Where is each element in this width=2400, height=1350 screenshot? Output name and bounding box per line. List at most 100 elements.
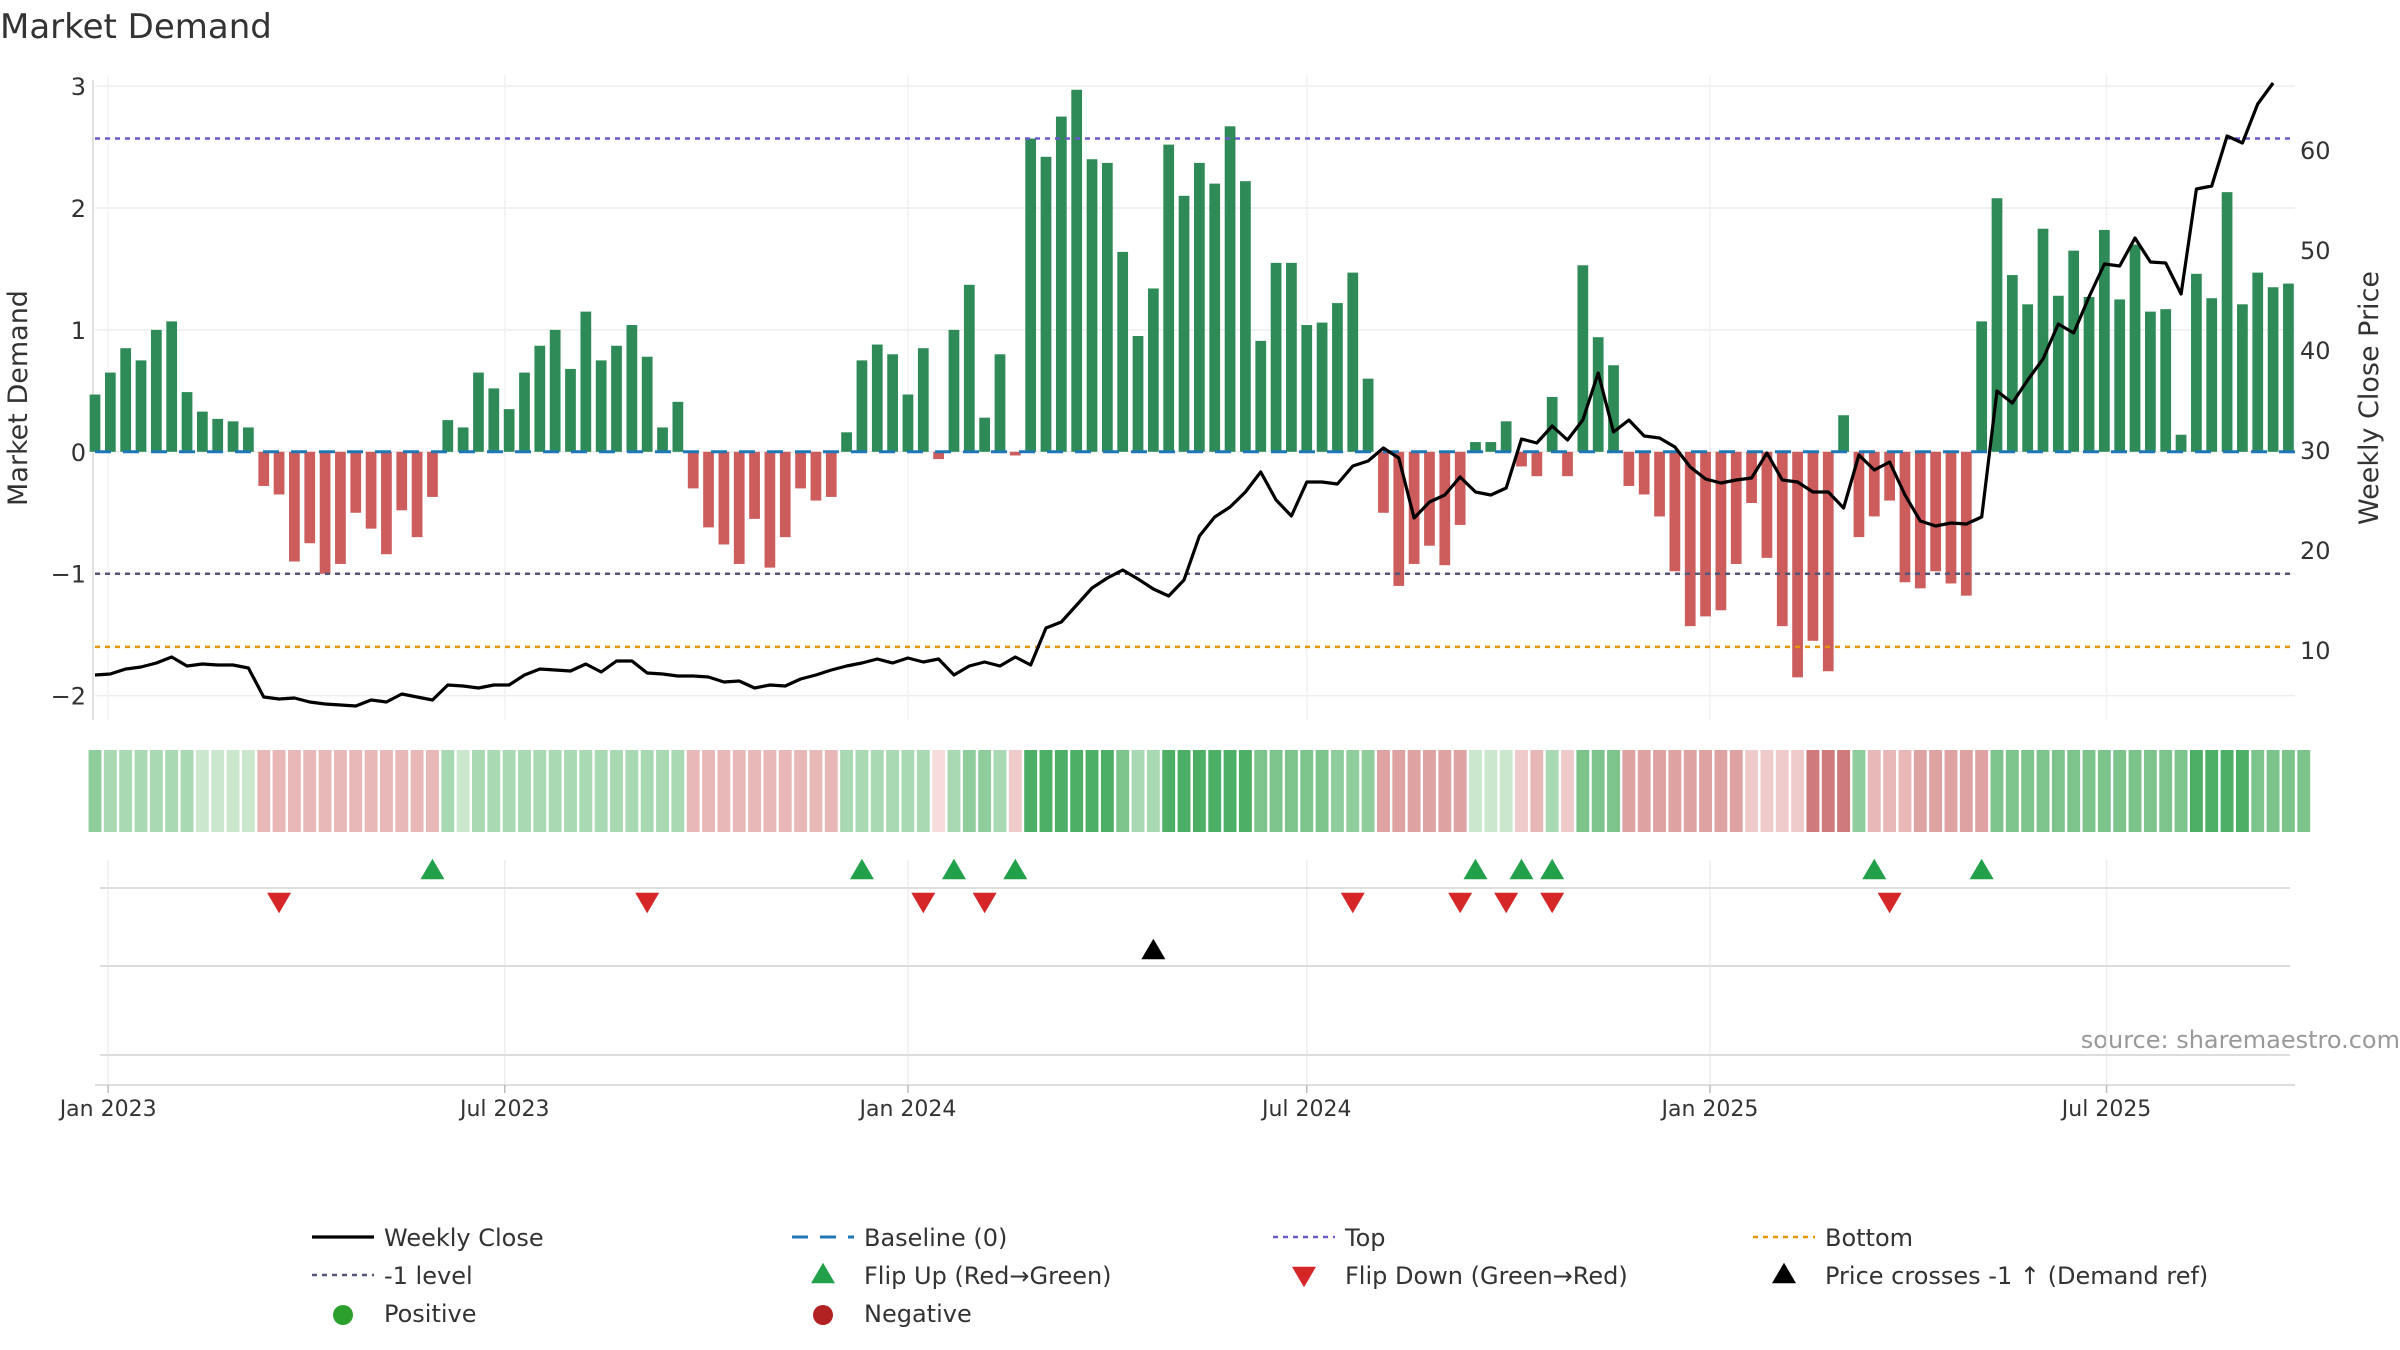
strip-cell: [1530, 750, 1544, 832]
demand-bar: [994, 354, 1006, 452]
strip-cell: [656, 750, 669, 832]
demand-bar: [503, 409, 515, 452]
demand-bar: [2267, 287, 2279, 452]
demand-bar: [488, 388, 500, 452]
strip-cell: [978, 750, 992, 832]
demand-bar: [672, 401, 684, 452]
strip-cell: [2266, 750, 2280, 832]
legend-label: Negative: [864, 1300, 972, 1328]
strip-cell: [119, 750, 133, 832]
x-axis: Jan 2023 Jul 2023 Jan 2024 Jul 2024 Jan 2025…: [58, 1085, 2151, 1122]
demand-bar: [1546, 396, 1558, 452]
demand-bar: [1040, 156, 1052, 452]
legend-label: Positive: [384, 1300, 477, 1328]
bars-layer: [89, 89, 2294, 678]
strip-cell: [1499, 750, 1513, 832]
strip-cell: [1791, 750, 1805, 832]
demand-bar: [1976, 321, 1988, 452]
legend-label: Top: [1344, 1224, 1386, 1252]
y2-tick-label: 30: [2300, 437, 2331, 465]
strip-cell: [441, 750, 455, 832]
source-label: source: sharemaestro.com: [2081, 1026, 2400, 1054]
demand-bar: [1454, 451, 1466, 525]
event-tracks: [95, 858, 2295, 1086]
demand-bar: [1884, 451, 1895, 501]
strip-cell: [257, 750, 271, 832]
flip-up-marker: [1540, 858, 1565, 880]
strip-cell: [886, 750, 900, 832]
strip-cell: [2067, 750, 2081, 832]
demand-bar: [1147, 288, 1159, 452]
demand-bar: [2206, 298, 2218, 452]
flip-up-marker: [941, 858, 966, 880]
demand-bar: [963, 284, 975, 452]
demand-bar: [1194, 162, 1205, 452]
demand-bar: [2221, 192, 2233, 452]
flip-down-marker: [1540, 892, 1565, 914]
demand-bar: [2006, 275, 2018, 452]
strip-cell: [809, 750, 823, 832]
legend-label: -1 level: [384, 1262, 473, 1290]
strip-cell: [855, 750, 869, 832]
strip-cell: [2143, 750, 2157, 832]
demand-bar: [948, 329, 960, 452]
demand-bar: [1255, 340, 1267, 452]
legend-item-flip-down: Flip Down (Green→Red): [1292, 1262, 1628, 1290]
demand-bar: [933, 451, 944, 460]
strip-cell: [1469, 750, 1482, 832]
strip-cell: [1192, 750, 1206, 832]
demand-bar: [1362, 378, 1374, 452]
strip-cell: [1683, 750, 1697, 832]
demand-bar: [381, 451, 392, 555]
flip-up-marker: [1463, 858, 1488, 880]
legend-label: Price crosses -1 ↑ (Demand ref): [1825, 1262, 2208, 1290]
strip-cell: [1883, 750, 1897, 832]
strip-cell: [349, 750, 363, 832]
y2-axis: 60 50 40 30 20 10: [2300, 137, 2331, 665]
strip-cell: [962, 750, 976, 832]
strip-cell: [610, 750, 623, 832]
demand-bar: [1868, 451, 1880, 517]
strip-cell: [1975, 750, 1989, 832]
demand-bar: [1393, 451, 1405, 586]
y-tick-label: 0: [71, 439, 86, 467]
legend-item-top: Top: [1273, 1224, 1386, 1252]
demand-bar: [2237, 304, 2248, 452]
legend-item-minus-one: -1 level: [312, 1262, 473, 1290]
demand-bar: [2283, 283, 2294, 452]
y-axis: 3 2 1 0 −1 −2: [51, 73, 86, 711]
strip-cell: [1760, 750, 1774, 832]
demand-bar: [1009, 451, 1021, 456]
strip-cell: [2005, 750, 2019, 832]
strip-cell: [318, 750, 332, 832]
demand-bar: [2252, 272, 2264, 452]
demand-bar: [2175, 434, 2187, 452]
strip-cell: [1913, 750, 1927, 832]
demand-bar: [856, 360, 868, 452]
demand-bar: [350, 451, 362, 513]
strip-cell: [165, 750, 179, 832]
demand-bar: [2145, 311, 2156, 452]
strip-cell: [1346, 750, 1360, 832]
strip-cell: [1223, 750, 1237, 832]
demand-bar: [335, 451, 346, 564]
strip-cell: [1269, 750, 1283, 832]
strip-cell: [824, 750, 838, 832]
demand-bar: [1715, 451, 1727, 611]
legend-item-baseline: Baseline (0): [792, 1224, 1007, 1252]
strip-cell: [88, 750, 102, 832]
strip-cell: [1653, 750, 1666, 832]
strip-cell: [287, 750, 301, 832]
demand-bar: [1608, 365, 1619, 452]
legend-label: Baseline (0): [864, 1224, 1007, 1252]
demand-bar: [243, 427, 254, 452]
flip-up-marker: [1003, 858, 1028, 880]
strip-cell: [379, 750, 393, 832]
demand-bar: [1945, 451, 1957, 584]
legend-item-bottom: Bottom: [1753, 1224, 1913, 1252]
strip-cell: [518, 750, 531, 832]
reference-lines: [95, 137, 2295, 649]
strip-cell: [195, 750, 209, 832]
strip-cell: [1162, 750, 1176, 832]
demand-bar: [1562, 451, 1573, 477]
